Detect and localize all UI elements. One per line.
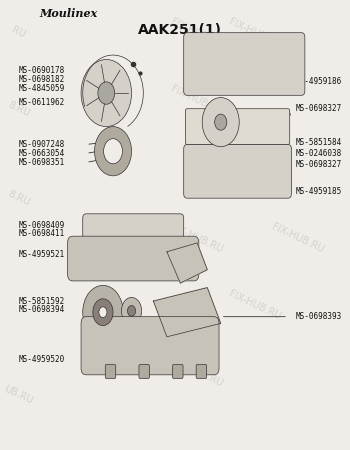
Circle shape — [93, 299, 113, 326]
Circle shape — [127, 306, 135, 316]
Text: FIX-HUB.RU: FIX-HUB.RU — [227, 289, 282, 322]
Circle shape — [81, 59, 132, 126]
Circle shape — [94, 126, 132, 176]
FancyBboxPatch shape — [184, 33, 305, 95]
Text: MS-5851592: MS-5851592 — [19, 297, 65, 306]
Text: FIX-HUB.RU: FIX-HUB.RU — [169, 83, 225, 116]
Text: FIX-HUB.RU: FIX-HUB.RU — [227, 155, 282, 188]
FancyBboxPatch shape — [173, 364, 183, 378]
Text: MS-4959521: MS-4959521 — [19, 250, 65, 259]
Circle shape — [98, 82, 115, 104]
Text: 8.RU: 8.RU — [6, 189, 32, 207]
Text: FIX-HUB.RU: FIX-HUB.RU — [271, 222, 326, 255]
Text: FIX-HUB.RU: FIX-HUB.RU — [227, 16, 282, 49]
Text: MS-0698327: MS-0698327 — [296, 160, 342, 169]
Text: AAK251(1): AAK251(1) — [138, 23, 222, 37]
FancyBboxPatch shape — [139, 364, 149, 378]
Text: MS-0698351: MS-0698351 — [19, 158, 65, 167]
Text: MS-0246038: MS-0246038 — [296, 149, 342, 158]
Text: RU: RU — [10, 25, 27, 40]
Circle shape — [83, 285, 123, 339]
Text: MS-0611962: MS-0611962 — [19, 98, 65, 107]
Circle shape — [104, 139, 122, 164]
FancyBboxPatch shape — [184, 144, 292, 198]
Text: MS-0698411: MS-0698411 — [19, 230, 65, 238]
Circle shape — [99, 307, 107, 318]
Circle shape — [215, 114, 227, 130]
Text: MS-0698393: MS-0698393 — [296, 312, 342, 321]
FancyBboxPatch shape — [196, 364, 206, 378]
Text: MS-4959186: MS-4959186 — [296, 77, 342, 86]
Text: MS-4959520: MS-4959520 — [19, 355, 65, 364]
Text: MS-0698394: MS-0698394 — [19, 306, 65, 315]
Text: MS-0690178: MS-0690178 — [19, 66, 65, 75]
FancyBboxPatch shape — [83, 214, 184, 254]
Polygon shape — [153, 288, 221, 337]
Text: MS-4845059: MS-4845059 — [19, 84, 65, 93]
Text: FIX-HUB.RU: FIX-HUB.RU — [169, 16, 225, 49]
Text: FIX-HUB.RU: FIX-HUB.RU — [169, 356, 225, 389]
Text: MS-0663054: MS-0663054 — [19, 149, 65, 158]
Text: Moulinex: Moulinex — [39, 8, 97, 19]
Text: MS-0698327: MS-0698327 — [296, 104, 342, 113]
Text: 8.RU: 8.RU — [6, 99, 32, 118]
FancyBboxPatch shape — [68, 236, 199, 281]
Text: FIX-HUB.RU: FIX-HUB.RU — [169, 222, 225, 255]
FancyBboxPatch shape — [105, 364, 116, 378]
Text: MS-4959185: MS-4959185 — [296, 187, 342, 196]
Circle shape — [202, 98, 239, 147]
Text: MS-0698182: MS-0698182 — [19, 75, 65, 84]
Text: MS-5851584: MS-5851584 — [296, 138, 342, 147]
Circle shape — [121, 297, 142, 324]
Text: MS-0907248: MS-0907248 — [19, 140, 65, 149]
Polygon shape — [167, 243, 207, 283]
Text: UB.RU: UB.RU — [3, 384, 35, 406]
FancyBboxPatch shape — [81, 317, 219, 375]
Text: MS-0698409: MS-0698409 — [19, 220, 65, 230]
FancyBboxPatch shape — [186, 109, 290, 144]
